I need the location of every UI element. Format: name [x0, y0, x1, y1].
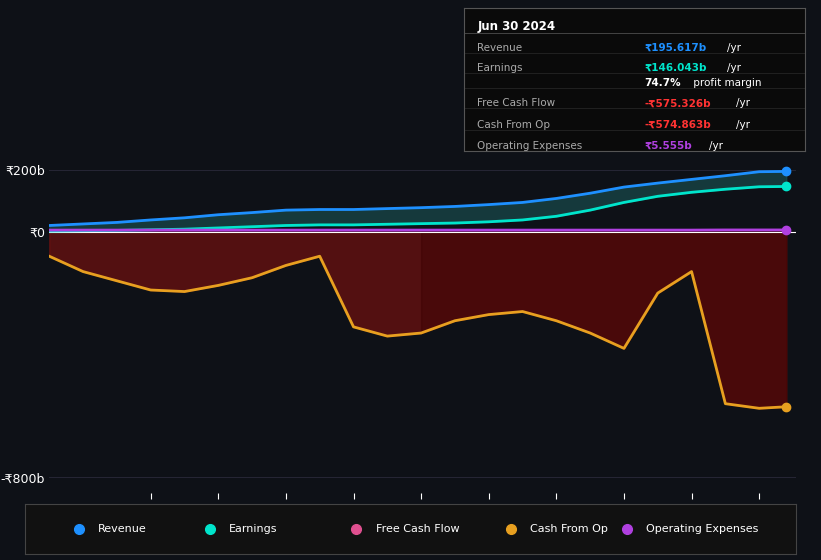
- Text: /yr: /yr: [736, 120, 750, 130]
- Text: /yr: /yr: [736, 99, 750, 109]
- Text: Earnings: Earnings: [229, 524, 277, 534]
- Text: Jun 30 2024: Jun 30 2024: [478, 20, 556, 33]
- Text: Free Cash Flow: Free Cash Flow: [376, 524, 460, 534]
- Text: Operating Expenses: Operating Expenses: [646, 524, 759, 534]
- Text: Revenue: Revenue: [98, 524, 147, 534]
- Text: ₹146.043b: ₹146.043b: [644, 63, 707, 73]
- Text: /yr: /yr: [709, 141, 722, 151]
- Text: Free Cash Flow: Free Cash Flow: [478, 99, 556, 109]
- Text: Operating Expenses: Operating Expenses: [478, 141, 583, 151]
- Text: ₹5.555b: ₹5.555b: [644, 141, 692, 151]
- Text: Cash From Op: Cash From Op: [530, 524, 608, 534]
- Text: -₹575.326b: -₹575.326b: [644, 99, 711, 109]
- Text: 74.7%: 74.7%: [644, 78, 681, 88]
- Text: /yr: /yr: [727, 43, 741, 53]
- Text: Revenue: Revenue: [478, 43, 523, 53]
- Text: Cash From Op: Cash From Op: [478, 120, 551, 130]
- Text: Earnings: Earnings: [478, 63, 523, 73]
- Text: ₹195.617b: ₹195.617b: [644, 43, 707, 53]
- Text: profit margin: profit margin: [690, 78, 762, 88]
- Text: -₹574.863b: -₹574.863b: [644, 120, 711, 130]
- Text: /yr: /yr: [727, 63, 741, 73]
